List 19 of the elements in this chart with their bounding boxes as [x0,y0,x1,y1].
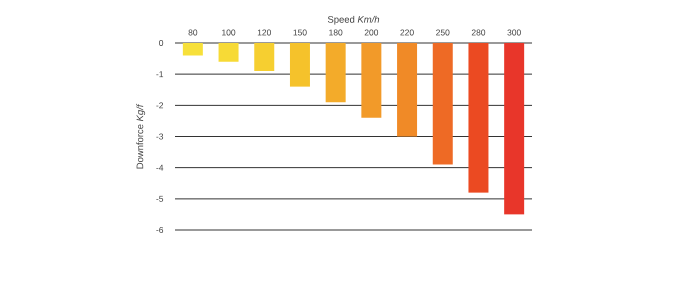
x-tick-label: 100 [222,29,236,36]
y-tick-label: -1 [156,71,164,78]
x-tick-label: 180 [329,29,342,36]
x-tick-label: 80 [188,29,198,36]
y-tick-label: -4 [156,164,164,171]
x-tick-label: 150 [294,29,307,36]
y-tick-label: 0 [159,40,164,46]
x-tick-label: 280 [472,29,486,36]
x-tick-label: 300 [507,29,521,36]
y-tick-label: -3 [156,134,164,140]
x-tick-label: 120 [258,29,271,36]
x-tick-label: 250 [436,29,450,36]
x-axis-title: Speed Km/h [328,16,380,25]
y-axis-title: Downforce Kg/f [136,104,146,168]
x-tick-label: 220 [400,29,414,36]
x-tick-label: 200 [364,29,378,36]
y-tick-label: -2 [156,102,164,108]
y-tick-label: -5 [156,196,164,202]
y-tick-label: -6 [156,227,164,233]
